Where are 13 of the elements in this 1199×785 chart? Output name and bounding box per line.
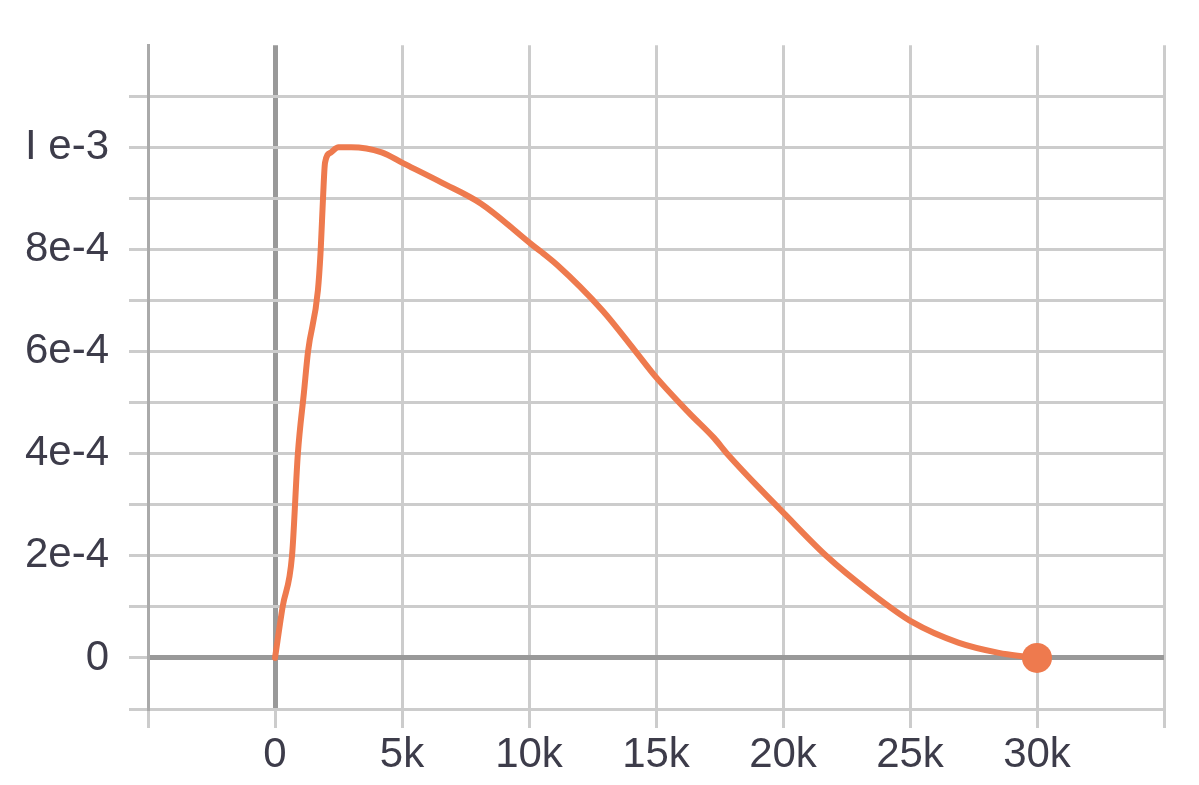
x-tick-label: 5k bbox=[379, 728, 426, 776]
x-tick-label: 20k bbox=[749, 728, 818, 776]
y-tick-label: 8e-4 bbox=[24, 223, 109, 271]
y-tick-label: 0 bbox=[85, 631, 109, 679]
x-tick-label: 15k bbox=[622, 728, 691, 776]
x-tick-label: 0 bbox=[263, 728, 287, 776]
x-tick-label: 30k bbox=[1003, 728, 1072, 776]
y-tick-label: 2e-4 bbox=[24, 529, 109, 577]
x-tick-label: 25k bbox=[876, 728, 945, 776]
x-tick-label: 10k bbox=[495, 728, 564, 776]
y-tick-label: I e-3 bbox=[24, 120, 109, 168]
y-tick-label: 4e-4 bbox=[24, 427, 109, 475]
y-tick-label: 6e-4 bbox=[24, 325, 109, 373]
